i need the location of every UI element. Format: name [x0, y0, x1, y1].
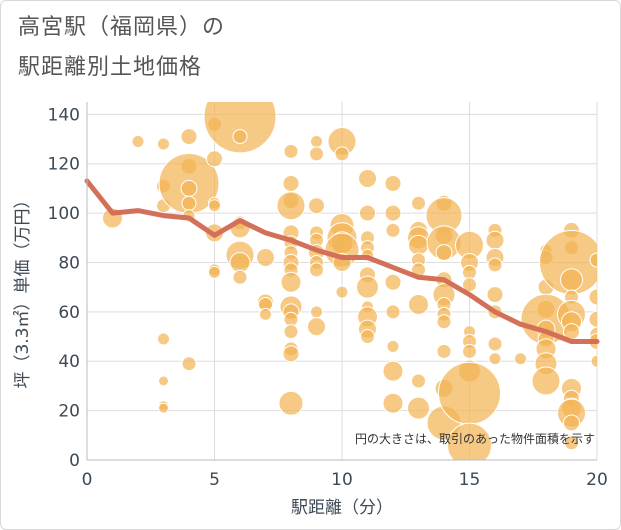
bubble-point	[310, 135, 323, 149]
bubble-point	[531, 366, 561, 396]
bubble-point	[384, 204, 402, 222]
bubble-point	[407, 396, 430, 420]
bubble-point	[486, 286, 504, 304]
bubble-point	[181, 195, 197, 211]
bubble-point	[280, 271, 302, 293]
bubble-point	[436, 314, 452, 330]
bubble-point	[488, 352, 502, 366]
bubble-point	[335, 285, 349, 299]
bubble-point	[278, 390, 304, 416]
x-tick-label: 20	[586, 470, 608, 490]
bubble-point	[408, 234, 429, 256]
x-tick-label: 5	[209, 470, 220, 490]
bubble-point	[411, 373, 426, 389]
bubble-point	[447, 422, 492, 460]
bubble-point	[356, 275, 379, 299]
bubble-point	[462, 277, 477, 293]
chart-title-line-1: 高宮駅（福岡県）の	[18, 15, 226, 40]
bubble-point	[435, 244, 453, 262]
bubble-size-note: 円の大きさは、取引のあった物件面積を示す	[355, 431, 595, 446]
bubbles-layer	[102, 102, 597, 460]
bubble-point	[514, 352, 527, 366]
bubble-point	[180, 128, 198, 146]
bubble-point	[384, 273, 402, 291]
bubble-point	[462, 343, 477, 359]
bubble-point	[232, 269, 248, 285]
bubble-point	[386, 339, 400, 353]
bubble-point	[282, 345, 300, 363]
bubble-point	[588, 288, 597, 306]
bubble-point	[283, 143, 299, 159]
bubble-point	[276, 191, 306, 221]
axes-layer: 0 5 10 15 20 0 20 40 60 80 100 120 140	[48, 102, 608, 490]
bubble-point	[487, 336, 503, 352]
y-tick-label: 100	[48, 204, 80, 224]
bubble-point	[564, 435, 579, 451]
bubble-point	[411, 195, 426, 211]
bubble-point	[487, 257, 503, 273]
bubble-point	[310, 305, 323, 319]
y-tick-label: 140	[48, 105, 80, 125]
bubble-point	[334, 146, 350, 162]
bubble-point	[563, 414, 580, 432]
y-tick-label: 40	[58, 352, 80, 372]
bubble-point	[131, 135, 145, 149]
bubble-point	[382, 392, 404, 414]
bubble-point	[208, 199, 221, 213]
bubble-point	[181, 356, 197, 372]
bubble-point	[560, 268, 583, 292]
bubble-point	[158, 375, 169, 387]
bubble-point	[308, 197, 325, 215]
x-axis-label: 駅距離（分）	[291, 498, 393, 518]
bubble-point	[590, 354, 597, 368]
bubble-point	[360, 329, 375, 345]
bubble-point	[307, 317, 326, 337]
bubble-point	[180, 179, 198, 197]
y-tick-label: 120	[48, 155, 80, 175]
y-tick-label: 0	[69, 451, 80, 471]
bubble-point	[229, 251, 251, 273]
bubble-point	[408, 293, 429, 315]
bubble-point	[438, 361, 501, 425]
bubble-point	[157, 332, 170, 346]
bubble-point	[382, 360, 404, 382]
bubble-point	[259, 307, 272, 321]
y-tick-label: 80	[58, 253, 80, 273]
bubble-point	[309, 262, 324, 278]
bubble-point	[283, 324, 299, 340]
bubble-point	[282, 174, 300, 192]
y-tick-label: 60	[58, 303, 80, 323]
bubble-point	[588, 310, 597, 328]
bubble-point	[206, 150, 223, 168]
x-tick-label: 15	[459, 470, 481, 490]
bubble-point	[385, 304, 401, 320]
bubble-point	[203, 102, 277, 154]
bubble-point	[385, 222, 401, 238]
bubble-point	[359, 204, 376, 222]
bubble-point	[157, 137, 170, 151]
bubble-point	[208, 265, 221, 279]
bubble-point	[384, 174, 402, 192]
y-axis-label: 坪（3.3㎡）単価（万円）	[13, 191, 33, 388]
bubble-point	[485, 230, 505, 250]
chart-title-line-2: 駅距離別土地価格	[18, 55, 203, 80]
bubble-point	[232, 129, 248, 145]
bubble-point	[436, 343, 452, 359]
bubble-point	[158, 402, 169, 414]
bubble-point	[589, 252, 597, 268]
x-tick-label: 10	[331, 470, 353, 490]
trend-line	[84, 178, 600, 344]
y-tick-label: 20	[58, 402, 80, 422]
x-tick-label: 0	[82, 470, 93, 490]
bubble-point	[256, 248, 275, 268]
bubble-point	[358, 169, 377, 189]
bubble-point	[309, 146, 324, 162]
trend-layer	[84, 178, 600, 344]
